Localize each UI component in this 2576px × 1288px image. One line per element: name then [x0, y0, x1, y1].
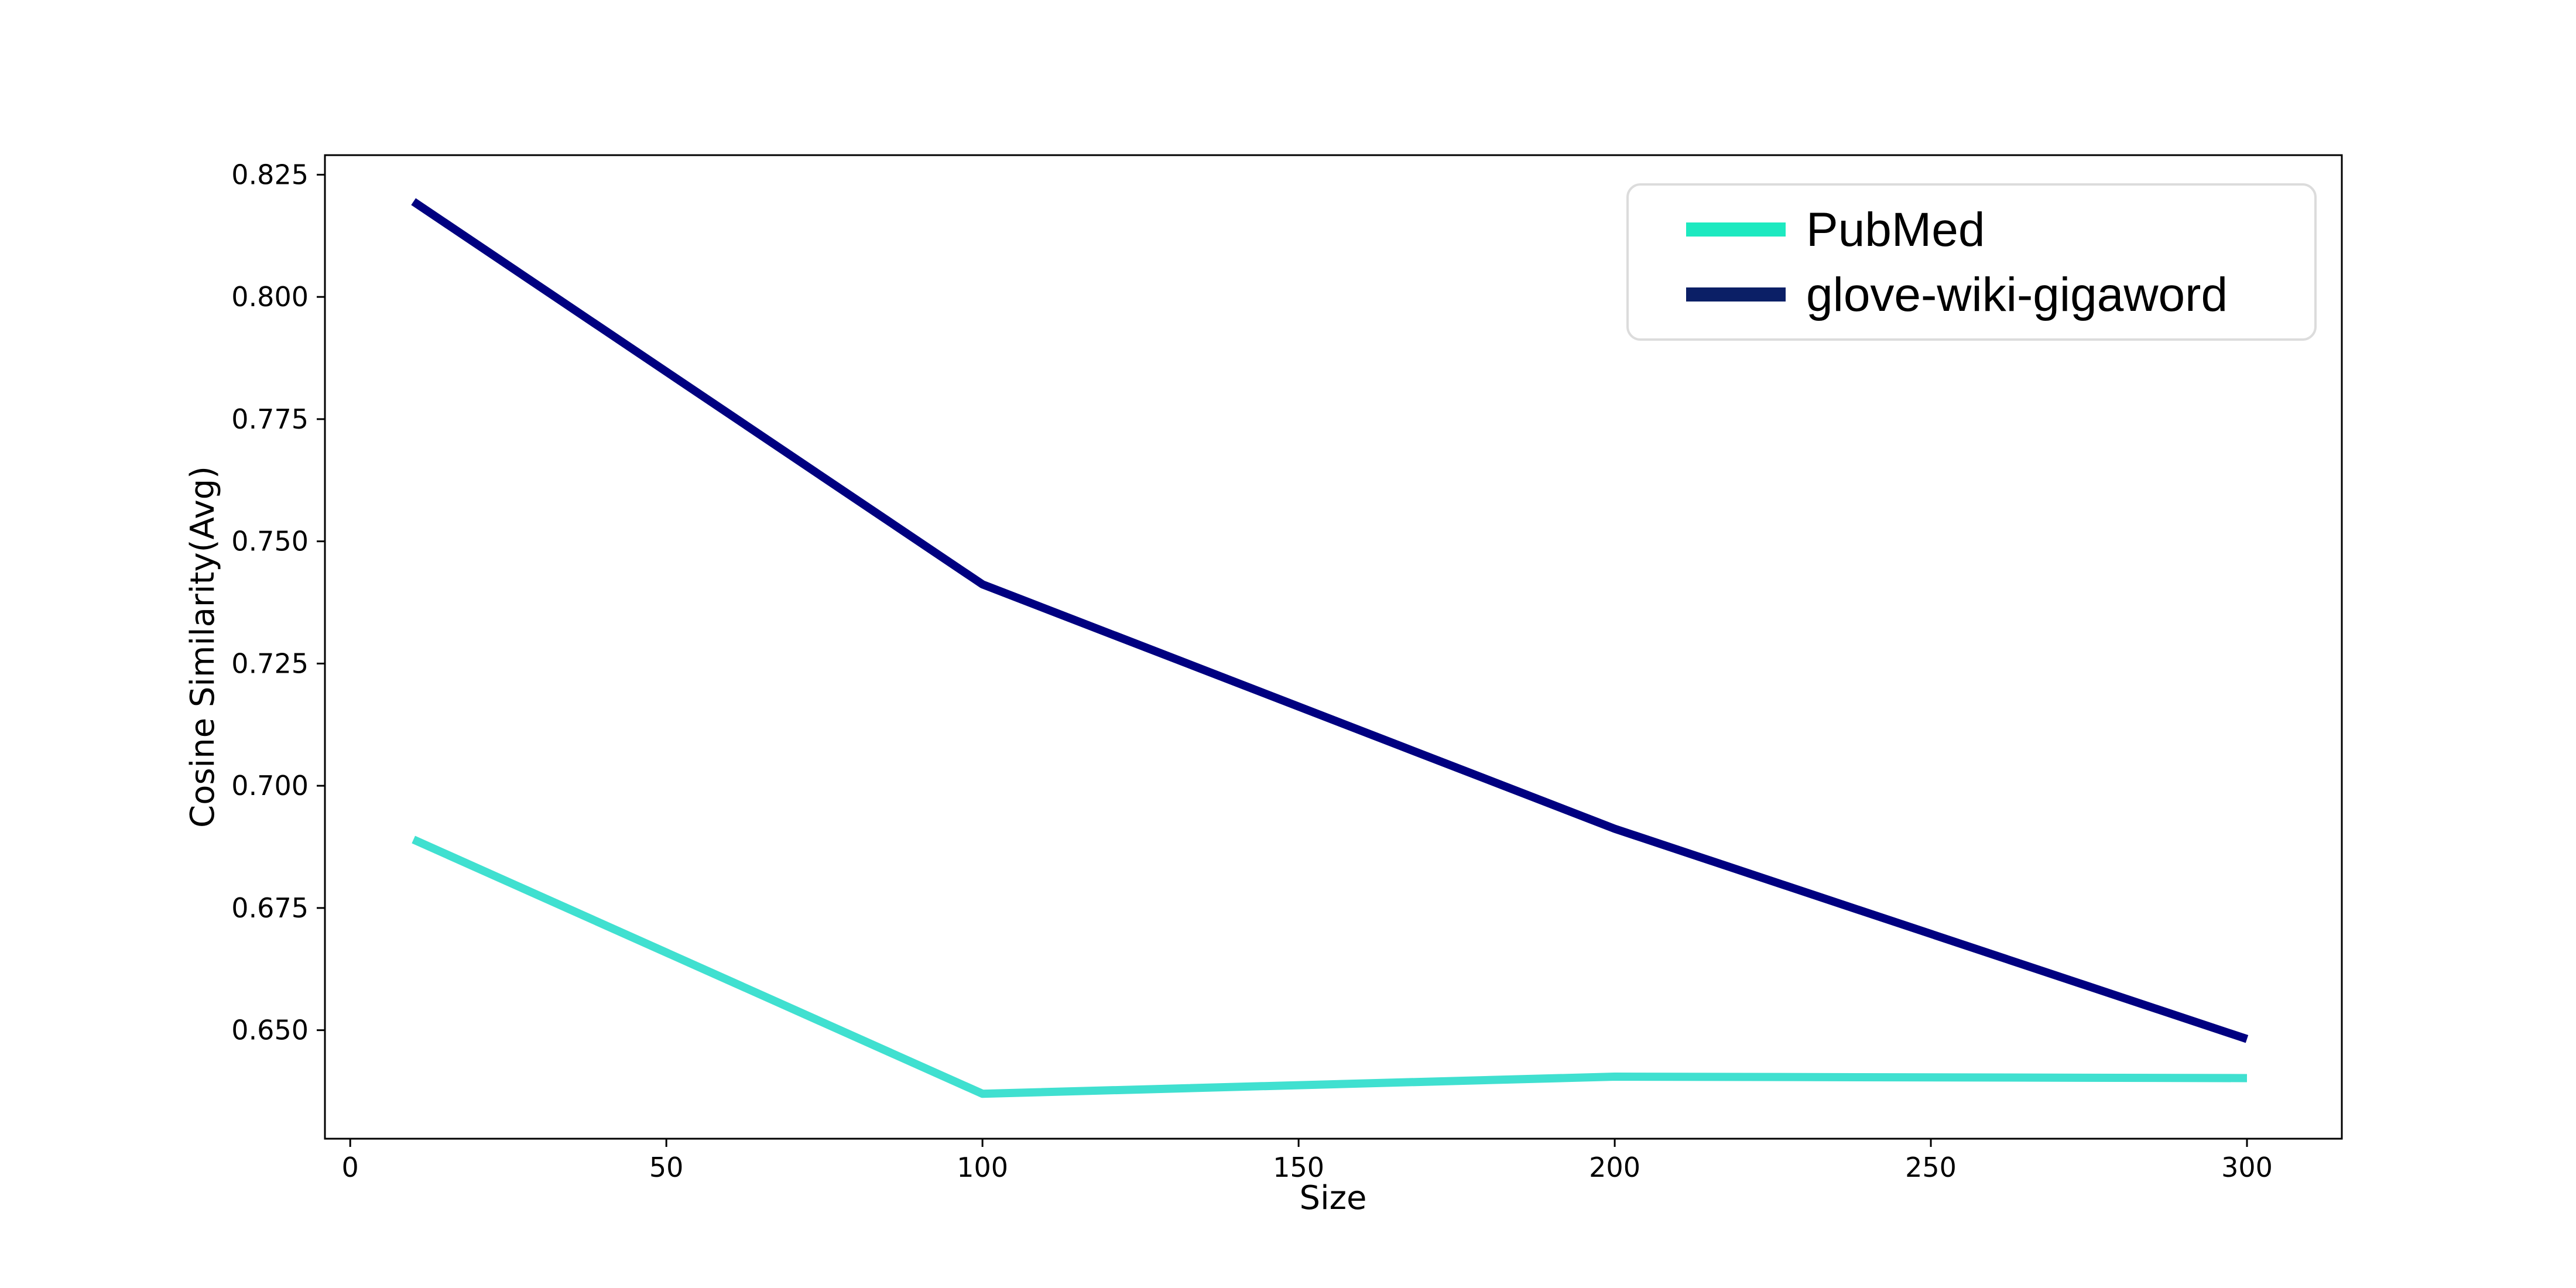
series-line-pubmed: [412, 835, 2248, 1098]
legend-label-glove-wiki-gigaword: glove-wiki-gigaword: [1806, 268, 2228, 321]
y-tick-label-0: 0.650: [231, 1015, 309, 1046]
x-tick-label-250: 250: [1905, 1152, 1957, 1183]
y-axis: 0.650 0.675 0.700 0.725 0.750 0.775 0.800 0.825: [231, 159, 325, 1046]
y-tick-label-2: 0.700: [231, 770, 309, 801]
x-tick-label-300: 300: [2221, 1152, 2273, 1183]
legend-box: [1626, 183, 2317, 341]
legend-label-pubmed: PubMed: [1806, 203, 1985, 256]
data-point-glove-wiki-gigaword-10: [413, 201, 414, 202]
y-axis-label: Cosine Similarity(Avg): [184, 466, 222, 828]
data-point-glove-wiki-gigaword-200: [1614, 828, 1615, 830]
series-layer: [411, 198, 2249, 1098]
data-point-pubmed-300: [2246, 1077, 2248, 1078]
data-point-pubmed-10: [413, 839, 414, 840]
y-tick-label-5: 0.775: [231, 403, 309, 435]
y-tick-label-3: 0.725: [231, 648, 309, 679]
x-tick-label-0: 0: [342, 1152, 359, 1183]
y-tick-label-7: 0.825: [231, 159, 309, 190]
data-point-glove-wiki-gigaword-300: [2246, 1039, 2248, 1040]
data-point-pubmed-200: [1614, 1076, 1615, 1077]
x-tick-label-200: 200: [1589, 1152, 1640, 1183]
y-tick-label-4: 0.750: [231, 526, 309, 557]
data-point-pubmed-100: [982, 1093, 983, 1094]
y-tick-label-1: 0.675: [231, 892, 309, 924]
data-point-glove-wiki-gigaword-100: [982, 584, 983, 585]
plot-frame: [324, 154, 2343, 1140]
x-tick-label-50: 50: [649, 1152, 684, 1183]
y-tick-label-6: 0.800: [231, 281, 309, 313]
x-tick-label-100: 100: [957, 1152, 1008, 1183]
x-tick-label-150: 150: [1273, 1152, 1324, 1183]
legend: PubMed glove-wiki-gigaword: [1626, 183, 2317, 341]
series-line-glove-wiki-gigaword: [411, 198, 2249, 1043]
x-axis-label: Size: [1300, 1179, 1367, 1217]
x-axis: 0 50 100 150 200 250 300: [342, 1139, 2273, 1183]
